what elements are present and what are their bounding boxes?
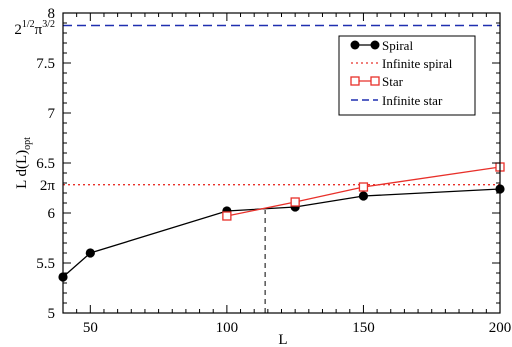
x-tick-label: 50 bbox=[83, 320, 98, 336]
legend-label-star: Star bbox=[382, 74, 404, 89]
y-tick-label: 5 bbox=[48, 306, 56, 322]
series-line-spiral bbox=[62, 188, 501, 278]
legend-label-infinite-spiral: Infinite spiral bbox=[382, 56, 453, 71]
data-point-spiral bbox=[85, 248, 95, 258]
x-axis-title: L bbox=[278, 332, 287, 347]
legend-label-spiral: Spiral bbox=[382, 38, 413, 53]
legend-label-infinite-star: Infinite star bbox=[382, 93, 443, 108]
legend-marker-star-a bbox=[350, 76, 360, 86]
data-point-star bbox=[222, 211, 232, 221]
x-tick-label: 100 bbox=[216, 320, 239, 336]
data-point-star bbox=[290, 197, 300, 207]
y-axis-title-main: L d(L) bbox=[14, 150, 30, 189]
legend-marker-spiral-a bbox=[350, 40, 360, 50]
plot-layer bbox=[58, 24, 505, 313]
two-pi-tick-label: 2π bbox=[40, 178, 56, 194]
y-axis-title: L d(L)opt bbox=[14, 137, 33, 189]
legend-marker-spiral-b bbox=[370, 40, 380, 50]
y-tick-label: 7.5 bbox=[36, 56, 55, 72]
y-tick-label: 6.5 bbox=[36, 156, 55, 172]
plot-frame bbox=[62, 12, 501, 314]
x-tick-label: 150 bbox=[352, 320, 375, 336]
ticks-layer: 50 100 150 200 5 5.5 6 6.5 7 7.5 8 bbox=[36, 6, 511, 336]
star-limit-base: 2 bbox=[14, 22, 22, 38]
data-point-spiral bbox=[358, 191, 369, 201]
y-tick-label: 5.5 bbox=[36, 256, 55, 272]
y-tick-label: 7 bbox=[48, 106, 56, 122]
x-tick-label: 200 bbox=[489, 320, 512, 336]
y-axis-title-group: L d(L)opt bbox=[14, 137, 33, 189]
legend-box bbox=[338, 35, 476, 116]
star-limit-pi: π bbox=[35, 22, 43, 38]
series-line-star bbox=[226, 166, 501, 217]
y-axis-title-subscript: opt bbox=[22, 137, 33, 150]
star-limit-exp1: 1/2 bbox=[22, 19, 35, 30]
y-tick-label: 8 bbox=[48, 6, 56, 22]
star-limit-tick-label: 21/2π3/2 bbox=[14, 19, 55, 38]
data-point-star bbox=[358, 182, 369, 192]
legend-marker-star-b bbox=[370, 76, 380, 86]
y-tick-label: 6 bbox=[48, 206, 56, 222]
star-limit-exp2: 3/2 bbox=[42, 19, 55, 30]
legend: Spiral Infinite spiral Star Infinite sta… bbox=[338, 35, 476, 116]
